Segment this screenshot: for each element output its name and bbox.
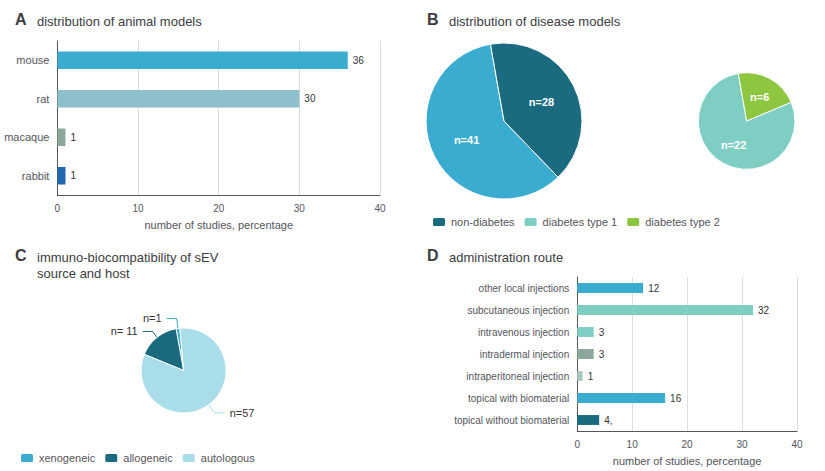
svg-text:xenogeneic: xenogeneic bbox=[39, 452, 96, 464]
svg-text:macaque: macaque bbox=[4, 131, 49, 143]
svg-text:30: 30 bbox=[294, 203, 306, 214]
svg-text:subcutaneous injection: subcutaneous injection bbox=[467, 305, 569, 316]
svg-text:intradermal injection: intradermal injection bbox=[480, 349, 570, 360]
svg-text:n=41: n=41 bbox=[454, 134, 479, 146]
svg-text:20: 20 bbox=[213, 203, 225, 214]
svg-text:10: 10 bbox=[627, 439, 639, 450]
svg-text:n=6: n=6 bbox=[750, 91, 769, 103]
svg-text:0: 0 bbox=[574, 439, 580, 450]
svg-text:1: 1 bbox=[70, 170, 76, 181]
svg-text:36: 36 bbox=[353, 55, 365, 66]
svg-text:topical with biomaterial: topical with biomaterial bbox=[468, 393, 569, 404]
svg-text:12: 12 bbox=[648, 283, 660, 294]
svg-text:rabbit: rabbit bbox=[22, 170, 50, 182]
svg-text:n=1: n=1 bbox=[143, 312, 162, 324]
svg-text:A: A bbox=[15, 11, 27, 28]
svg-text:3: 3 bbox=[599, 327, 605, 338]
svg-text:other local injections: other local injections bbox=[479, 283, 570, 294]
svg-text:non-diabetes: non-diabetes bbox=[451, 216, 515, 228]
svg-text:0: 0 bbox=[55, 203, 61, 214]
svg-text:4,: 4, bbox=[604, 415, 612, 426]
svg-text:n=28: n=28 bbox=[529, 96, 554, 108]
svg-text:n=57: n=57 bbox=[230, 407, 255, 419]
svg-text:20: 20 bbox=[682, 439, 694, 450]
svg-text:C: C bbox=[15, 247, 27, 264]
svg-text:immuno-biocompatibility of sEV: immuno-biocompatibility of sEV bbox=[37, 250, 219, 265]
svg-text:distribution of disease models: distribution of disease models bbox=[449, 14, 621, 29]
svg-text:n=22: n=22 bbox=[721, 139, 746, 151]
svg-text:intravenous injection: intravenous injection bbox=[478, 327, 569, 338]
svg-text:32: 32 bbox=[758, 305, 770, 316]
svg-text:rat: rat bbox=[37, 93, 50, 105]
svg-text:1: 1 bbox=[588, 371, 594, 382]
svg-text:3: 3 bbox=[599, 349, 605, 360]
svg-text:administration route: administration route bbox=[449, 250, 563, 265]
svg-text:autologous: autologous bbox=[201, 452, 255, 464]
svg-text:allogeneic: allogeneic bbox=[123, 452, 173, 464]
svg-text:1: 1 bbox=[70, 132, 76, 143]
svg-text:16: 16 bbox=[670, 393, 682, 404]
svg-text:B: B bbox=[427, 11, 439, 28]
svg-text:n= 11: n= 11 bbox=[111, 325, 138, 337]
svg-text:10: 10 bbox=[132, 203, 144, 214]
svg-text:number of studies, percentage: number of studies, percentage bbox=[144, 219, 293, 231]
svg-text:40: 40 bbox=[791, 439, 803, 450]
svg-text:D: D bbox=[427, 247, 439, 264]
svg-text:40: 40 bbox=[374, 203, 386, 214]
svg-text:topical without biomaterial: topical without biomaterial bbox=[454, 415, 569, 426]
svg-text:distribution of animal models: distribution of animal models bbox=[37, 14, 202, 29]
svg-text:30: 30 bbox=[736, 439, 748, 450]
svg-text:number of studies, percentage: number of studies, percentage bbox=[613, 455, 762, 467]
svg-text:mouse: mouse bbox=[16, 54, 49, 66]
svg-text:diabetes type 2: diabetes type 2 bbox=[645, 216, 720, 228]
svg-text:30: 30 bbox=[304, 93, 316, 104]
svg-text:diabetes type 1: diabetes type 1 bbox=[543, 216, 618, 228]
svg-text:source and host: source and host bbox=[37, 266, 130, 281]
svg-text:intraperitoneal injection: intraperitoneal injection bbox=[466, 371, 569, 382]
